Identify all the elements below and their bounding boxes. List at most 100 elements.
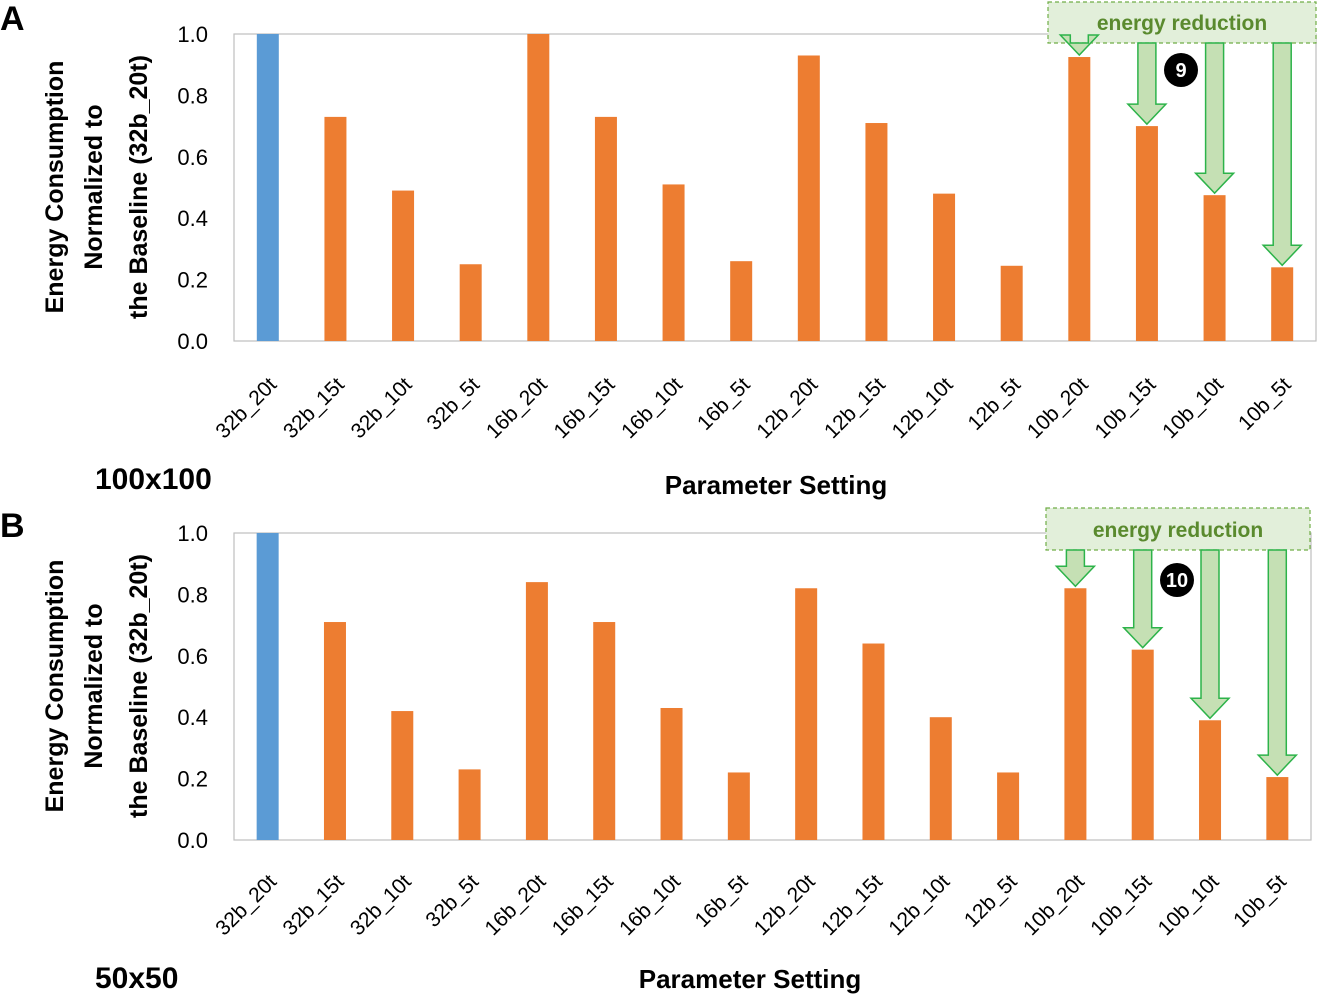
reduction-arrow: [1261, 42, 1303, 267]
x-tick-label: 12b_10t: [888, 373, 958, 443]
energy-reduction-annotation: energy reduction 10: [1045, 507, 1311, 777]
bar-32b_5t: [458, 769, 481, 840]
x-tick-label: 12b_15t: [817, 870, 887, 940]
size-label: 100x100: [95, 463, 212, 496]
x-tick-label: 12b_5t: [960, 870, 1022, 932]
x-tick-label: 16b_5t: [693, 373, 755, 435]
bar-10b_20t: [1068, 57, 1091, 342]
plot-frame: [233, 33, 1317, 342]
y-tick-label: 0.0: [177, 329, 208, 354]
x-tick-label: 32b_20t: [211, 373, 281, 443]
x-tick-label: 16b_10t: [615, 870, 685, 940]
x-tick-label: 10b_15t: [1086, 870, 1156, 940]
y-tick-label: 0.6: [177, 145, 208, 170]
reduction-arrow: [1054, 549, 1097, 588]
x-tick-label: 16b_20t: [480, 870, 550, 940]
x-tick-label: 12b_20t: [752, 373, 822, 443]
energy-reduction-annotation: energy reduction 9: [1047, 1, 1317, 267]
plot-frame: [233, 532, 1312, 841]
x-tick-label: 32b_10t: [346, 870, 416, 940]
step-badge: [1160, 563, 1194, 597]
panel-letter: A: [0, 0, 25, 38]
x-tick-label: 10b_10t: [1158, 373, 1228, 443]
x-tick-label: 10b_5t: [1229, 870, 1291, 932]
x-axis-title: Parameter Setting: [665, 470, 888, 500]
bar-16b_20t: [527, 34, 550, 341]
x-tick-label: 12b_5t: [964, 373, 1026, 435]
bar-10b_5t: [1271, 267, 1294, 341]
step-number: 10: [1166, 570, 1188, 592]
reduction-arrow: [1256, 549, 1299, 777]
bar-32b_15t: [324, 116, 347, 341]
bar-12b_10t: [929, 717, 952, 840]
bar-16b_20t: [525, 582, 548, 840]
x-tick-label: 12b_10t: [884, 870, 954, 940]
bar-32b_5t: [459, 264, 482, 341]
bars: [256, 533, 1289, 840]
y-axis-title: Energy Consumption Normalized to the Bas…: [41, 554, 153, 818]
y-tick-label: 0.2: [177, 268, 208, 293]
x-tick-label: 32b_5t: [421, 870, 483, 932]
y-axis-title-line-1: Energy Consumption: [41, 560, 69, 813]
bar-10b_15t: [1131, 649, 1154, 840]
y-axis-title: Energy Consumption Normalized to the Bas…: [41, 55, 153, 319]
x-tick-label: 16b_10t: [617, 373, 687, 443]
bar-32b_20t: [256, 34, 279, 341]
x-tick-label: 32b_5t: [423, 373, 485, 435]
bar-16b_10t: [660, 707, 683, 840]
reduction-arrow: [1189, 549, 1231, 720]
bar-32b_10t: [391, 711, 414, 840]
bar-12b_15t: [862, 643, 885, 840]
bar-16b_5t: [730, 261, 753, 341]
x-tick-label: 32b_15t: [279, 373, 349, 443]
bar-12b_15t: [865, 123, 888, 341]
y-tick-labels: 0.0 0.2 0.4 0.6 0.8 1.0: [177, 22, 208, 354]
x-tick-label: 16b_15t: [550, 373, 620, 443]
annotation-label: energy reduction: [1097, 12, 1267, 35]
reduction-arrow: [1193, 42, 1236, 195]
x-tick-label: 10b_10t: [1154, 870, 1224, 940]
x-axis-title: Parameter Setting: [639, 964, 862, 994]
bar-16b_10t: [662, 184, 685, 341]
bar-10b_20t: [1064, 588, 1087, 840]
y-tick-label: 0.0: [177, 828, 208, 853]
annotation-box: [1045, 507, 1311, 551]
y-tick-label: 0.4: [177, 206, 208, 231]
bar-32b_10t: [392, 190, 415, 341]
x-tick-label: 12b_15t: [820, 373, 890, 443]
bar-16b_15t: [594, 116, 617, 341]
x-tick-label: 32b_10t: [347, 373, 417, 443]
step-number: 9: [1175, 60, 1186, 82]
reduction-arrows: [1054, 549, 1299, 777]
reduction-arrows: [1058, 34, 1303, 267]
bar-12b_20t: [797, 55, 820, 342]
y-tick-label: 0.8: [177, 83, 208, 108]
bar-16b_5t: [727, 772, 750, 840]
bar-32b_15t: [323, 622, 346, 840]
bar-12b_5t: [997, 772, 1020, 840]
y-tick-labels: 0.0 0.2 0.4 0.6 0.8 1.0: [177, 521, 208, 853]
reduction-arrow: [1121, 549, 1164, 649]
step-badge: [1164, 53, 1198, 87]
y-axis-title-line-1: Energy Consumption: [41, 61, 69, 314]
x-tick-label: 10b_15t: [1091, 373, 1161, 443]
bar-32b_20t: [256, 533, 279, 840]
x-tick-label: 10b_5t: [1234, 373, 1296, 435]
panel-letter: B: [0, 507, 25, 545]
size-label: 50x50: [95, 962, 178, 995]
reduction-arrow: [1058, 34, 1101, 57]
y-tick-label: 0.2: [177, 767, 208, 792]
panel-b: B 50x50 Parameter Setting Energy Consump…: [0, 507, 1312, 995]
x-tick-label: 16b_15t: [548, 870, 618, 940]
y-axis-title-line-3: the Baseline (32b_20t): [125, 55, 153, 319]
x-tick-label: 12b_20t: [750, 870, 820, 940]
y-tick-label: 1.0: [177, 521, 208, 546]
x-tick-label: 32b_15t: [279, 870, 349, 940]
y-tick-label: 1.0: [177, 22, 208, 47]
y-tick-label: 0.8: [177, 582, 208, 607]
bars: [256, 34, 1294, 342]
annotation-label: energy reduction: [1093, 519, 1263, 542]
